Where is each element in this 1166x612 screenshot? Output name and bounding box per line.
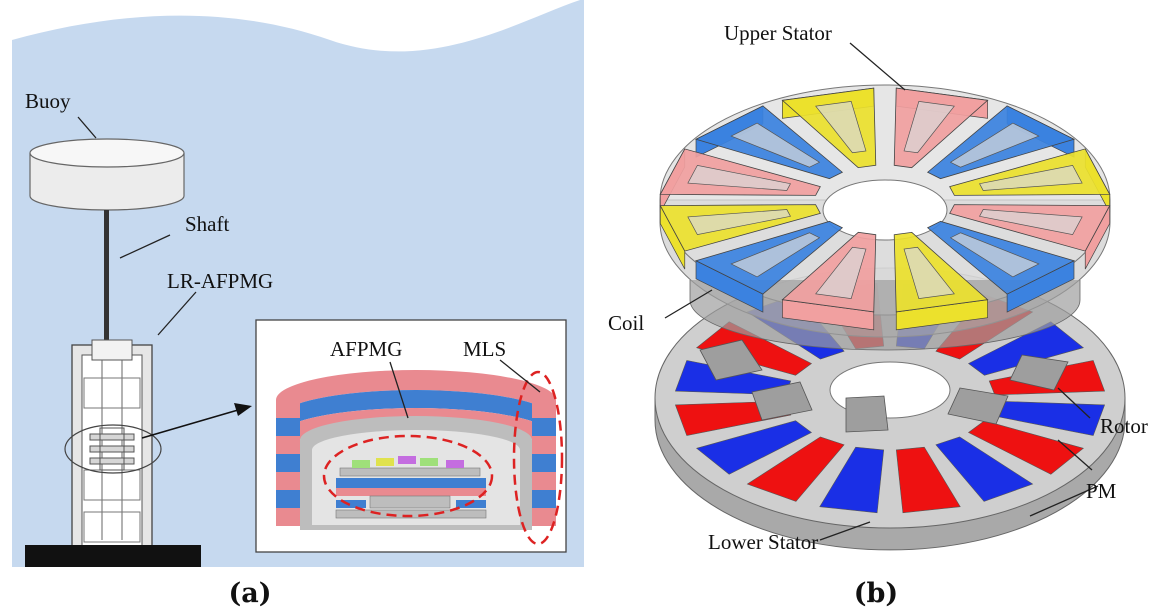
generator-housing (71, 339, 153, 548)
panel-a: Buoy Shaft LR-AFPMG AFPMG MLS (a) (12, 0, 584, 609)
coil-window (949, 122, 1040, 168)
coil-window (949, 232, 1040, 278)
afpmg-highlight (322, 434, 494, 518)
permanent-magnet (935, 436, 1034, 502)
permanent-magnet (967, 321, 1084, 376)
coil-window (903, 101, 955, 154)
coil-window (730, 232, 821, 278)
coil-window (730, 122, 821, 168)
permanent-magnet (895, 446, 961, 514)
caption-b: (b) (854, 578, 898, 609)
buoy-label: Buoy (25, 89, 71, 113)
afpmg-label: AFPMG (330, 337, 402, 361)
permanent-magnet (746, 436, 845, 502)
pm-label: PM (1086, 479, 1117, 503)
coil-window (979, 209, 1083, 236)
caption-a: (a) (228, 578, 271, 609)
upper-stator-label: Upper Stator (724, 21, 832, 45)
coil-window (815, 246, 867, 299)
permanent-magnet (967, 420, 1084, 475)
rotor-label: Rotor (1100, 414, 1148, 438)
coil-window (815, 101, 867, 154)
buoy (29, 138, 185, 211)
mls-label: MLS (463, 337, 506, 361)
panel-b: Upper Stator Coil Rotor PM Lower Stator … (608, 21, 1148, 609)
coil-window (687, 164, 791, 191)
lower-stator-label: Lower Stator (708, 530, 818, 554)
detail-circle (64, 424, 162, 474)
coil-window (979, 164, 1083, 191)
permanent-magnet (696, 420, 813, 475)
seabed (25, 545, 201, 567)
inset-cross-section (255, 319, 567, 553)
pm-ring (674, 282, 1106, 514)
detail-arrow (141, 403, 252, 439)
coil-window (903, 246, 955, 299)
coil-ring (659, 87, 1111, 331)
mls-highlight (512, 370, 564, 546)
rotor-teeth (699, 339, 1069, 433)
shaft (104, 210, 109, 355)
shaft-label: Shaft (185, 212, 229, 236)
coil-window (687, 209, 791, 236)
lr-afpmg-label: LR-AFPMG (167, 269, 273, 293)
coil-label: Coil (608, 311, 644, 335)
permanent-magnet (819, 446, 885, 514)
